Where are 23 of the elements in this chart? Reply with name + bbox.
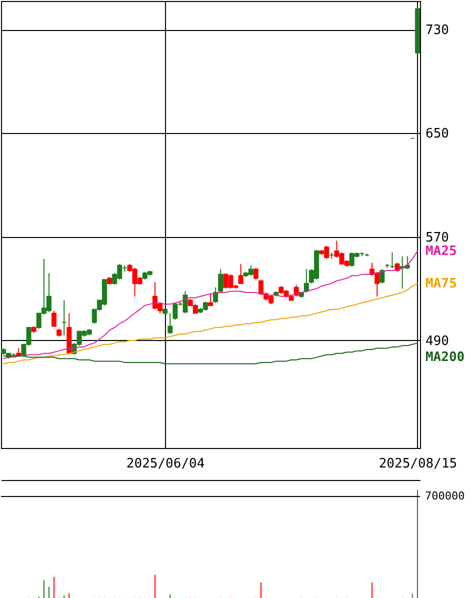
candlestick <box>172 302 178 320</box>
candlestick <box>168 312 173 334</box>
y-tick-label: 730 <box>426 23 449 38</box>
line-series <box>3 250 418 360</box>
series-label: MA25 <box>425 244 457 260</box>
line-series <box>3 342 418 364</box>
series-label: MA75 <box>425 276 457 292</box>
x-tick-label: 2025/08/15 <box>378 456 458 472</box>
line-series <box>3 282 418 364</box>
series-label: MA200 <box>425 350 465 366</box>
y-tick-label: 650 <box>426 126 449 142</box>
candlestick <box>304 268 309 294</box>
candlestick <box>213 286 218 304</box>
candlestick <box>52 310 57 327</box>
candlestick <box>238 264 244 284</box>
text: 700000 <box>425 490 465 503</box>
x-tick-label: 2025/06/04 <box>126 456 205 472</box>
candlestick <box>380 268 385 284</box>
y-tick-label: 490 <box>426 334 449 349</box>
candlestick <box>208 293 213 306</box>
candlestick <box>253 267 258 280</box>
candlestick <box>218 268 224 294</box>
y-tick-label: 570 <box>426 230 449 246</box>
